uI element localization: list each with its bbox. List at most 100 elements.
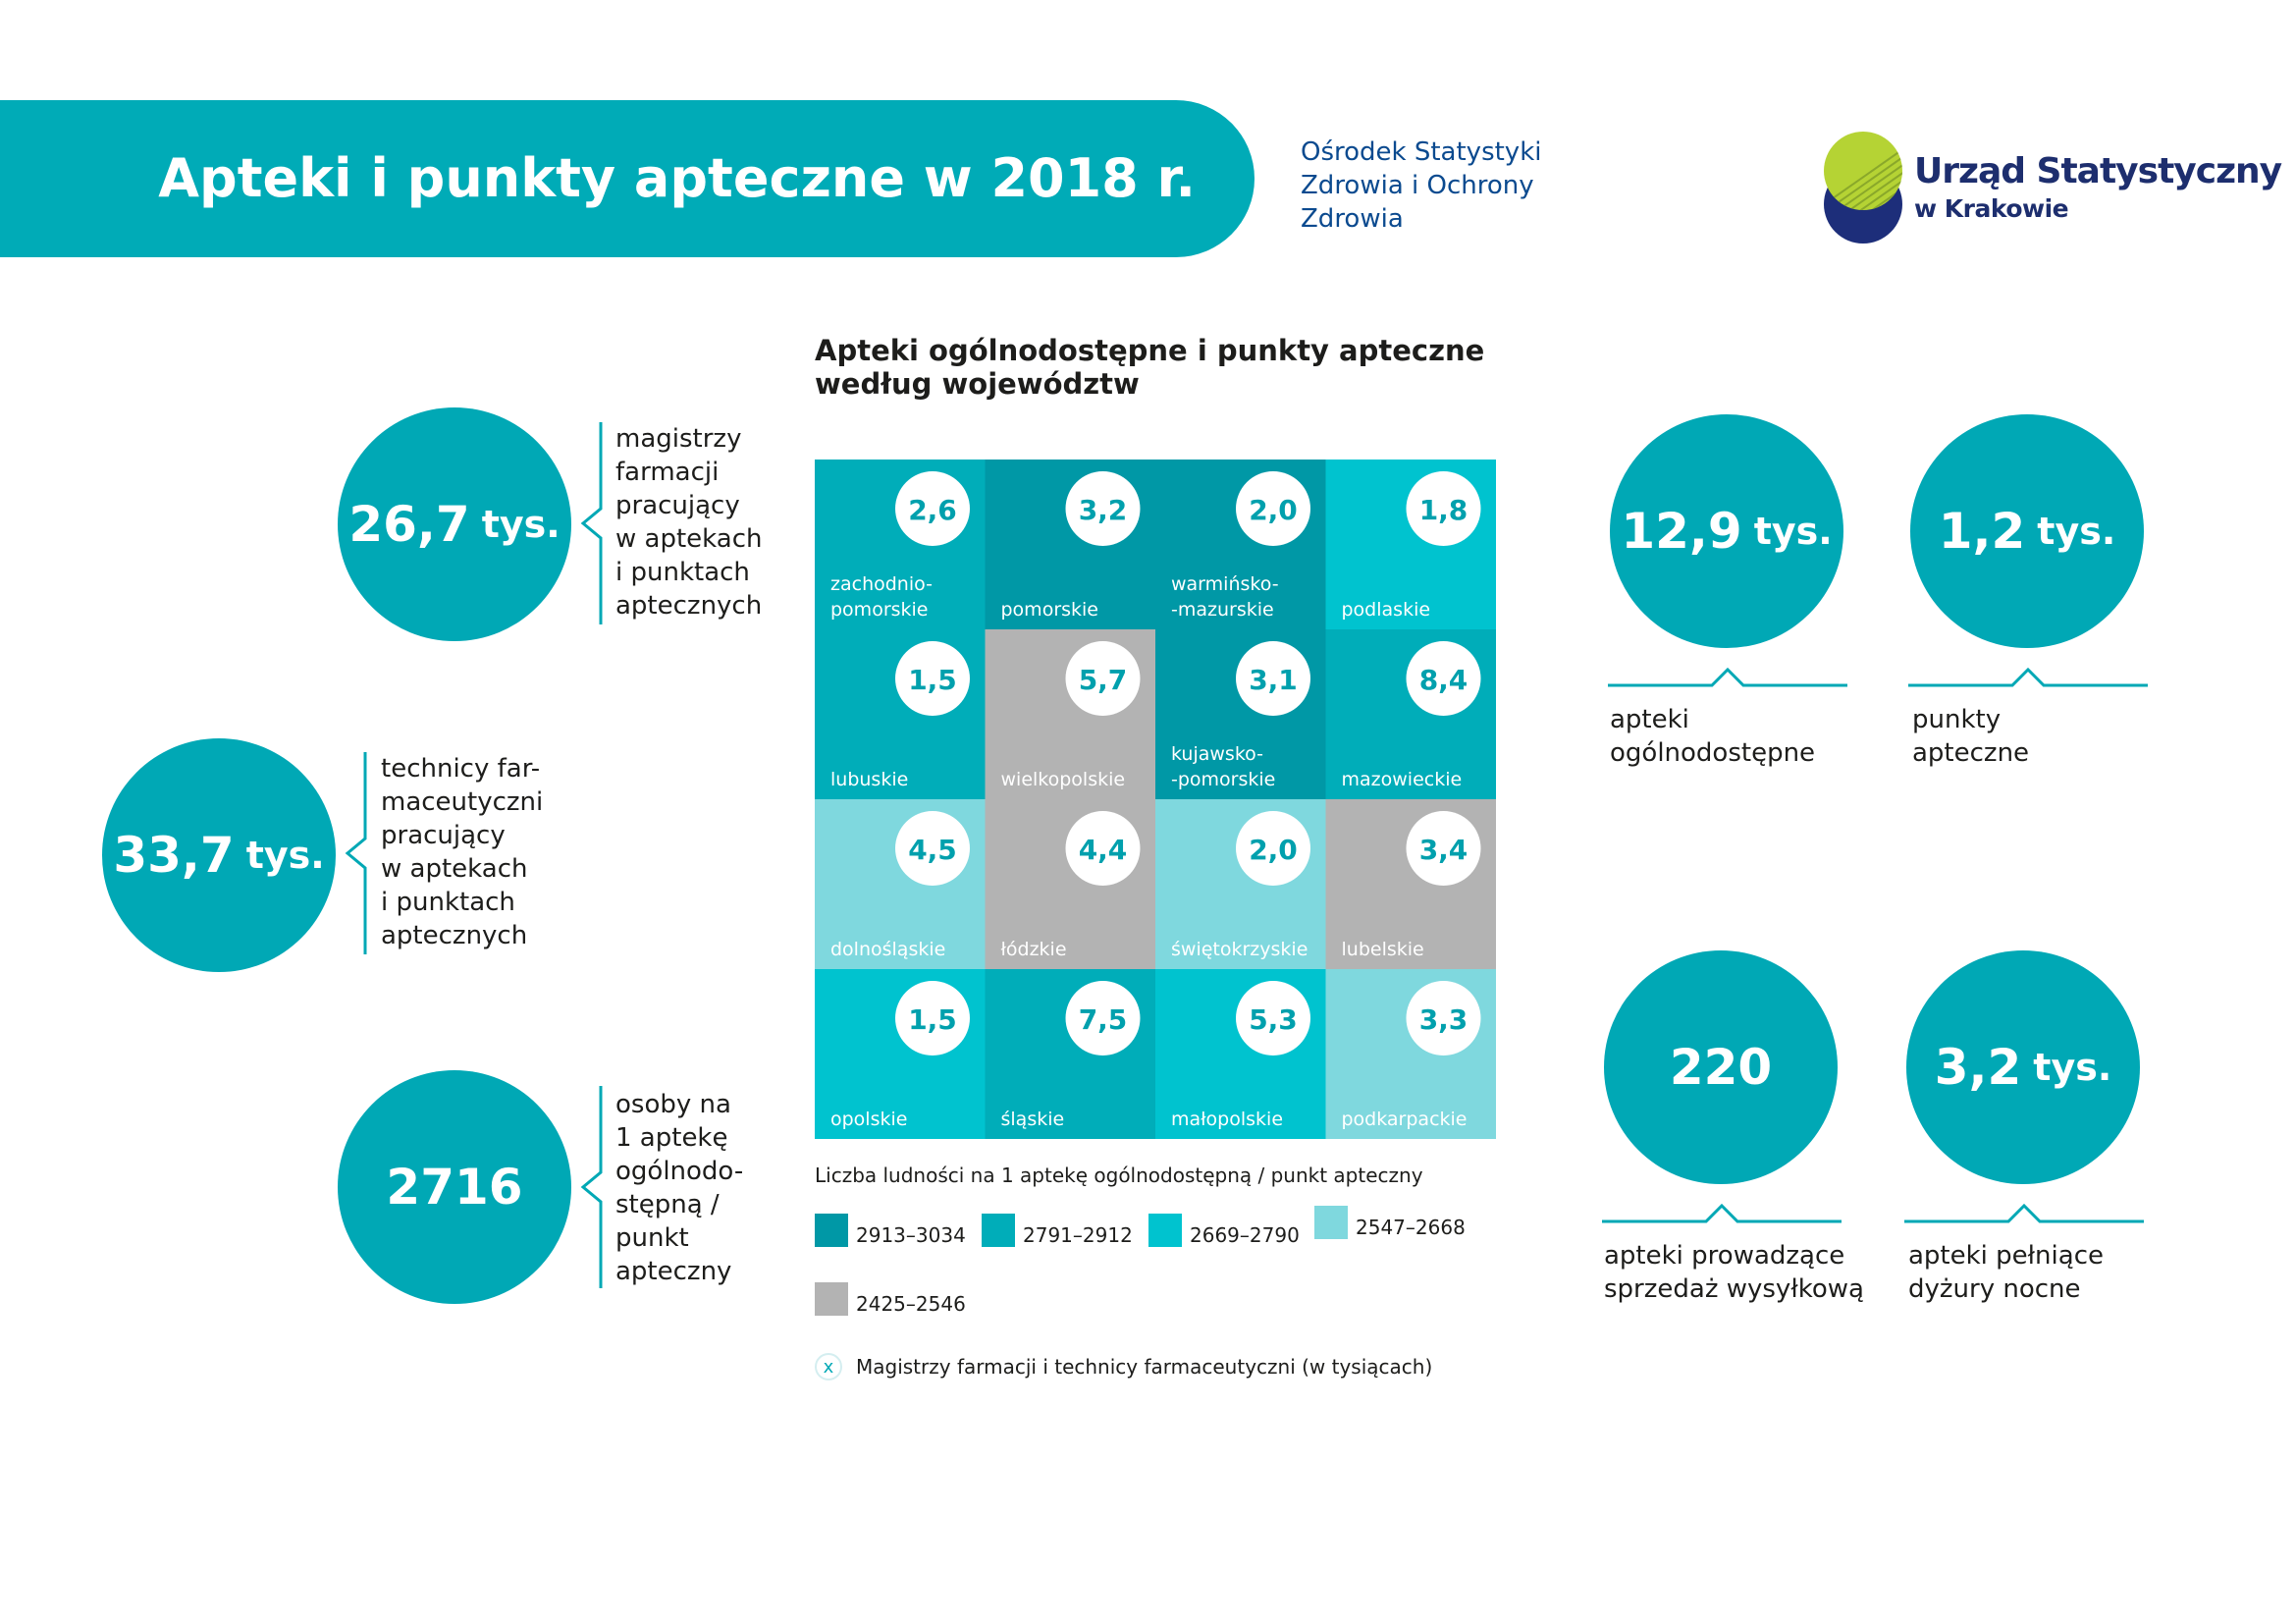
stat-description: apteki prowadzące sprzedaż wysyłkową bbox=[1604, 1239, 1864, 1306]
region-label: opolskie bbox=[830, 1109, 907, 1130]
value-label: 1,5 bbox=[908, 664, 957, 696]
value-bubble bbox=[895, 811, 970, 886]
value-bubble bbox=[1236, 471, 1310, 546]
region-tile: 2,0 świętokrzyskie bbox=[1155, 799, 1326, 970]
region-tile: 2,6 zachodnio-pomorskie bbox=[815, 460, 986, 630]
stat-circle-night-duty: 3,2 tys. bbox=[1906, 950, 2140, 1184]
value-label: 7,5 bbox=[1079, 1003, 1128, 1036]
stat-line: pracujący bbox=[381, 821, 506, 850]
stat-unit: tys. bbox=[245, 834, 325, 877]
stat-line: osoby na bbox=[615, 1090, 731, 1119]
stat-line: i punktach bbox=[615, 558, 750, 587]
value-label: 3,4 bbox=[1419, 834, 1468, 866]
region-label: pomorskie bbox=[1001, 599, 1099, 621]
value-label: 5,3 bbox=[1249, 1003, 1298, 1036]
stat-line: apteczne bbox=[1912, 738, 2030, 768]
region-label: zachodnio- bbox=[830, 573, 933, 595]
stat-circle-pharmacists: 26,7 tys. bbox=[338, 407, 571, 641]
bracket-icon bbox=[580, 422, 603, 624]
value-label: 3,2 bbox=[1079, 494, 1128, 526]
region-label: podkarpackie bbox=[1342, 1109, 1468, 1130]
region-tile: 3,2 pomorskie bbox=[985, 460, 1156, 630]
value-bubble bbox=[1406, 471, 1481, 546]
stat-value: 3,2 bbox=[1934, 1039, 2022, 1096]
region-tile: 3,4 lubelskie bbox=[1325, 799, 1496, 970]
stat-value: 33,7 bbox=[113, 827, 235, 884]
region-label: pomorskie bbox=[830, 599, 929, 621]
stat-line: apteczny bbox=[615, 1257, 732, 1286]
region-tile: 4,4 łódzkie bbox=[985, 799, 1156, 970]
region-tile: 5,3 małopolskie bbox=[1155, 969, 1326, 1139]
logo-name: Urząd Statystyczny bbox=[1914, 151, 2282, 191]
region-label: podlaskie bbox=[1342, 599, 1431, 621]
org-unit-line: Ośrodek Statystyki bbox=[1301, 137, 1542, 167]
stat-line: aptecznych bbox=[615, 591, 763, 621]
stat-line: dyżury nocne bbox=[1908, 1274, 2081, 1304]
region-label: dolnośląskie bbox=[830, 939, 945, 960]
stat-unit: tys. bbox=[2033, 1046, 2112, 1089]
stat-circle-mail-order: 220 bbox=[1604, 950, 1838, 1184]
region-tile: 4,5 dolnośląskie bbox=[815, 799, 986, 970]
region-tile: 7,5 śląskie bbox=[985, 969, 1156, 1139]
region-label: małopolskie bbox=[1171, 1109, 1283, 1130]
stat-value: 2716 bbox=[386, 1159, 523, 1216]
value-bubble bbox=[1065, 471, 1141, 546]
legend-swatch bbox=[815, 1214, 848, 1247]
stat-description: osoby na 1 aptekę ogólnodo- stępną / pun… bbox=[615, 1088, 743, 1288]
stat-line: apteki prowadzące bbox=[1604, 1241, 1845, 1271]
legend-swatch bbox=[1148, 1214, 1182, 1247]
org-unit-name: Ośrodek Statystyki Zdrowia i Ochrony Zdr… bbox=[1301, 135, 1556, 236]
region-tile: 2,0 warmińsko- -mazurskie bbox=[1155, 460, 1326, 630]
stat-description: apteki pełniące dyżury nocne bbox=[1908, 1239, 2104, 1306]
legend-swatch bbox=[1314, 1206, 1348, 1239]
stat-description: punkty apteczne bbox=[1912, 703, 2029, 770]
stat-value: 220 bbox=[1669, 1039, 1773, 1096]
stat-circle-public-pharmacies: 12,9 tys. bbox=[1610, 414, 1843, 648]
region-label: lubuskie bbox=[830, 769, 908, 790]
stat-line: punkty bbox=[1912, 705, 2002, 734]
notch-divider-icon bbox=[1602, 1203, 1842, 1223]
value-bubble bbox=[1236, 981, 1310, 1056]
region-label: wielkopolskie bbox=[1001, 769, 1126, 790]
stat-description: technicy far- maceutyczni pracujący w ap… bbox=[381, 752, 543, 952]
stat-line: ogólnodostępne bbox=[1610, 738, 1816, 768]
page-title: Apteki i punkty apteczne w 2018 r. bbox=[158, 147, 1196, 209]
stat-line: sprzedaż wysyłkową bbox=[1604, 1274, 1864, 1304]
value-bubble bbox=[1065, 981, 1141, 1056]
value-label: 1,5 bbox=[908, 1003, 957, 1036]
stat-description: apteki ogólnodostępne bbox=[1610, 703, 1815, 770]
stat-line: magistrzy bbox=[615, 424, 742, 454]
region-tile: 5,7 wielkopolskie bbox=[985, 629, 1156, 800]
stat-line: ogólnodo- bbox=[615, 1157, 744, 1186]
value-bubble bbox=[1065, 641, 1141, 716]
legend-label: 2791–2912 bbox=[1023, 1223, 1133, 1247]
stat-circle-population: 2716 bbox=[338, 1070, 571, 1304]
legend-marker: x bbox=[815, 1353, 842, 1380]
legend-swatch bbox=[815, 1282, 848, 1316]
stat-line: aptecznych bbox=[381, 921, 528, 950]
org-unit-line: Zdrowia bbox=[1301, 204, 1404, 234]
region-label: kujawsko- bbox=[1171, 743, 1263, 765]
chart-title-line: Apteki ogólnodostępne i punkty apteczne bbox=[815, 334, 1485, 367]
stat-unit: tys. bbox=[2037, 510, 2116, 553]
legend-label: 2913–3034 bbox=[856, 1223, 966, 1247]
value-label: 3,3 bbox=[1419, 1003, 1468, 1036]
stat-line: pracujący bbox=[615, 491, 740, 520]
value-bubble bbox=[1236, 641, 1310, 716]
chart-title: Apteki ogólnodostępne i punkty apteczne … bbox=[815, 334, 1484, 401]
region-tile: 3,3 podkarpackie bbox=[1325, 969, 1496, 1139]
chart-title-line: według województw bbox=[815, 367, 1140, 401]
value-bubble bbox=[1236, 811, 1310, 886]
bracket-icon bbox=[345, 752, 367, 954]
value-bubble bbox=[1406, 641, 1481, 716]
legend-label: 2547–2668 bbox=[1356, 1216, 1466, 1239]
legend-label: 2425–2546 bbox=[856, 1292, 966, 1316]
region-tile: 8,4 mazowieckie bbox=[1325, 629, 1496, 800]
value-bubble bbox=[1065, 811, 1141, 886]
tile-map-chart: 2,6 zachodnio-pomorskie 3,2 pomorskie 2,0 war… bbox=[815, 460, 1496, 1139]
value-label: 8,4 bbox=[1419, 664, 1468, 696]
notch-divider-icon bbox=[1904, 1203, 2144, 1223]
value-bubble bbox=[895, 981, 970, 1056]
stat-line: w aptekach bbox=[615, 524, 763, 554]
logo: Urząd Statystyczny w Krakowie bbox=[1816, 128, 2282, 245]
